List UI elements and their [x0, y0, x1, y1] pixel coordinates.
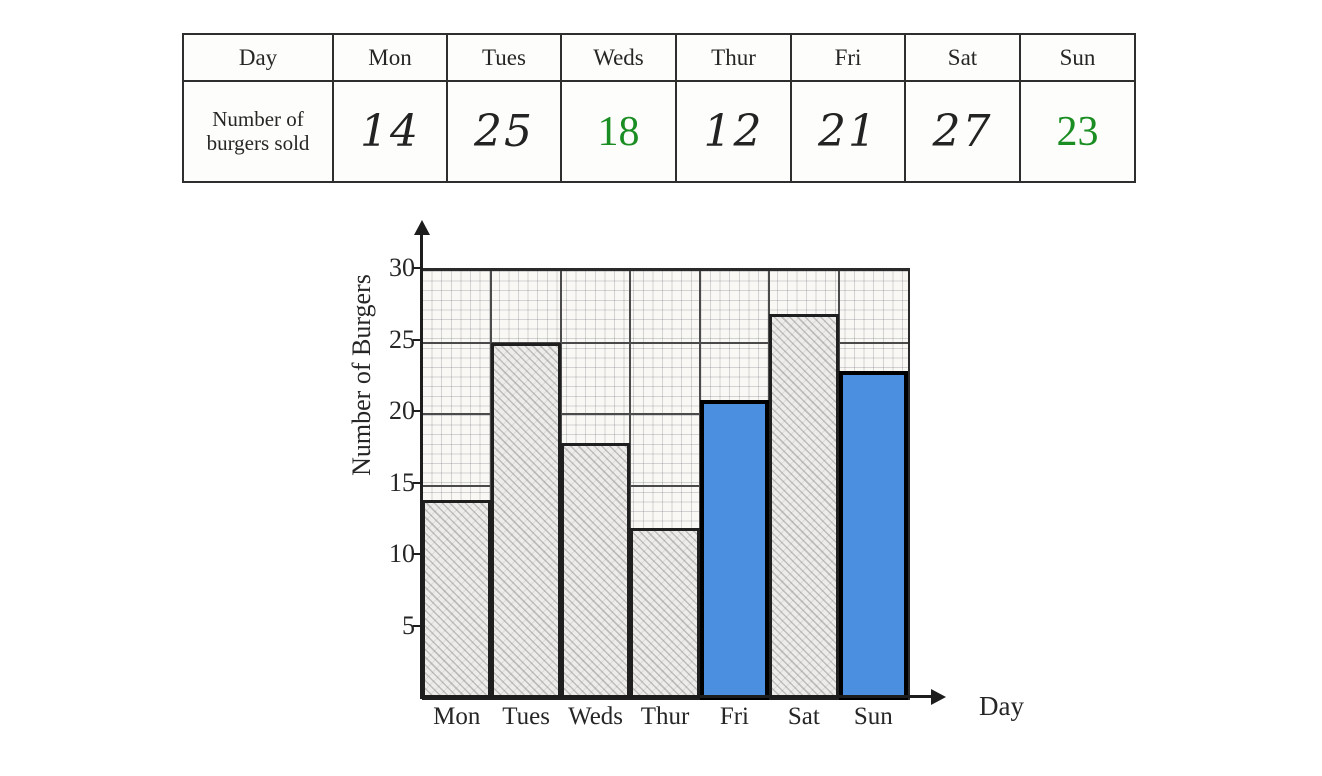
bar-sat — [769, 313, 839, 700]
table-value-weds: 18 — [560, 80, 677, 183]
gridline-h-20 — [422, 413, 908, 415]
bar-chart: Number of Burgers Day 30 25 20 15 10 5 Mon Tues… — [335, 220, 1075, 770]
table-header-tues: Tues — [446, 33, 562, 82]
y-tick-mark-20 — [413, 410, 421, 412]
y-tick-label-20: 20 — [389, 396, 415, 425]
bar-tues — [491, 342, 561, 700]
table-header-sun: Sun — [1019, 33, 1136, 82]
y-tick-mark-25 — [413, 338, 421, 341]
y-tick-mark-30 — [413, 267, 421, 269]
plot-area — [422, 268, 910, 700]
table-value-sat: 27 — [904, 80, 1021, 183]
y-axis-title: Number of Burgers — [347, 274, 376, 476]
gridline-h-15 — [422, 484, 908, 487]
gridline-h-25 — [422, 341, 908, 344]
gridline-v-3 — [629, 271, 632, 700]
table-header-weds: Weds — [560, 33, 677, 82]
data-table: Day Mon Tues Weds Thur Fri Sat Sun Numbe… — [182, 33, 1136, 183]
bar-weds — [560, 442, 631, 700]
y-tick-label-25: 25 — [389, 324, 415, 354]
y-tick-mark-10 — [413, 553, 421, 555]
y-tick-label-10: 10 — [389, 539, 415, 568]
table-value-mon: 14 — [332, 80, 448, 183]
x-tick-label-tues: Tues — [502, 703, 550, 730]
x-tick-label-sat: Sat — [787, 703, 820, 730]
table-row-label: Number of burgers sold — [182, 80, 334, 183]
table-header-fri: Fri — [790, 33, 906, 82]
x-tick-label-sun: Sun — [853, 703, 893, 730]
bar-sun — [838, 371, 908, 700]
table-value-tues: 25 — [446, 80, 562, 183]
y-tick-label-5: 5 — [402, 610, 415, 640]
x-tick-label-mon: Mon — [433, 703, 481, 730]
y-tick-mark-5 — [413, 624, 421, 627]
y-tick-label-15: 15 — [389, 467, 415, 497]
x-tick-label-fri: Fri — [719, 703, 749, 730]
bar-thur — [630, 528, 700, 700]
table-header-thur: Thur — [675, 33, 792, 82]
bar-fri — [699, 399, 770, 700]
table-value-row: Number of burgers sold 14 25 18 12 21 27… — [182, 80, 1136, 183]
x-axis-line — [420, 695, 933, 698]
bar-mon — [422, 499, 492, 700]
table-value-sun: 23 — [1019, 80, 1136, 183]
y-tick-label-30: 30 — [389, 253, 415, 282]
table-header-day: Day — [182, 33, 334, 82]
y-axis-arrow-icon — [414, 220, 430, 235]
table-header-sat: Sat — [904, 33, 1021, 82]
table-value-fri: 21 — [790, 80, 906, 183]
table-header-mon: Mon — [332, 33, 448, 82]
table-value-thur: 12 — [675, 80, 792, 183]
y-tick-mark-15 — [413, 481, 421, 484]
x-tick-label-thur: Thur — [640, 703, 690, 730]
table-header-row: Day Mon Tues Weds Thur Fri Sat Sun — [182, 33, 1136, 82]
x-tick-label-weds: Weds — [568, 703, 624, 730]
y-axis-line — [420, 233, 423, 699]
x-axis-title: Day — [979, 691, 1024, 721]
x-axis-arrow-icon — [931, 689, 946, 705]
